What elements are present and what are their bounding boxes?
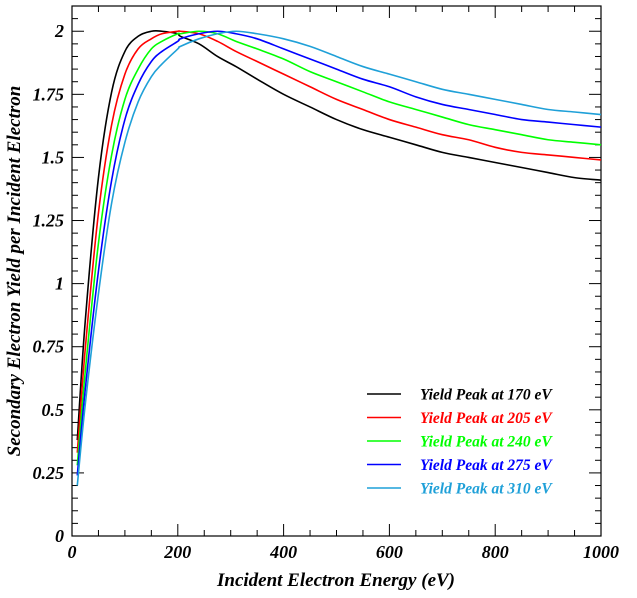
legend-label: Yield Peak at 310 eV [420,481,553,498]
series-line-1 [76,29,602,441]
y-tick-label: 2 [54,21,64,41]
x-tick-label: 400 [269,542,297,562]
legend-label: Yield Peak at 240 eV [420,434,553,451]
x-tick-label: 0 [68,542,77,562]
y-tick-label: 1.75 [33,84,65,104]
x-tick-label: 600 [376,542,403,562]
y-tick-label: 1.5 [42,147,65,167]
series-line-3 [76,30,602,466]
y-axis-title: Secondary Electron Yield per Incident El… [4,86,25,457]
y-tick-label: 0 [55,526,64,546]
y-tick-label: 0.75 [33,337,65,357]
legend-label: Yield Peak at 205 eV [420,410,553,427]
legend-label: Yield Peak at 275 eV [420,457,553,474]
series-line-5 [76,30,602,486]
x-tick-label: 1000 [583,542,619,562]
tick-labels: 0 200 400 600 800 1000 0 0.25 0.5 0.75 1 1.25 1.5 1.7… [33,21,620,562]
series-line-4 [76,30,602,476]
series-lines [76,29,602,486]
x-tick-label: 200 [163,542,191,562]
x-axis-title: Incident Electron Energy (eV) [216,570,455,591]
legend: Yield Peak at 170 eV Yield Peak at 205 eV… [367,387,553,498]
y-tick-label: 1.25 [33,211,65,231]
legend-label: Yield Peak at 170 eV [420,387,553,404]
x-tick-label: 800 [482,542,509,562]
y-tick-label: 0.5 [42,400,65,420]
axis-ticks [71,5,602,537]
series-line-2 [76,30,602,453]
y-tick-label: 0.25 [33,463,65,483]
y-tick-label: 1 [55,274,64,294]
